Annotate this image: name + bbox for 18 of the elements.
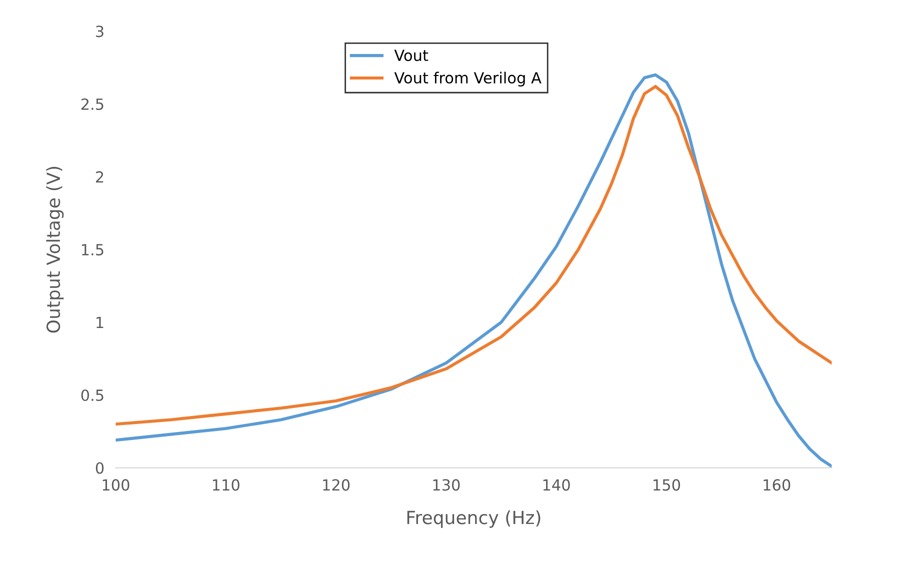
x-tick-label: 140 — [543, 479, 570, 491]
y-tick-label: 1 — [96, 316, 104, 328]
x-tick-label: 100 — [102, 479, 130, 491]
legend-label: Vout — [394, 50, 428, 62]
y-tick-label: 1.5 — [82, 244, 104, 256]
y-tick-label: 2 — [96, 171, 104, 183]
x-tick-label: 150 — [654, 479, 680, 491]
y-tick-label: 3 — [96, 26, 104, 38]
y-tick-label: 0 — [96, 462, 104, 474]
x-tick-label: 110 — [212, 479, 240, 491]
x-tick-label: 120 — [323, 479, 350, 491]
x-axis-title: Frequency (Hz) — [407, 510, 540, 528]
legend-label: Vout from Verilog A — [394, 72, 542, 87]
x-tick-label: 130 — [433, 479, 460, 491]
y-tick-label: 2.5 — [81, 98, 104, 110]
x-tick-label: 160 — [764, 479, 790, 491]
y-axis-title: Output Voltage (V) — [46, 166, 64, 333]
y-tick-label: 0.5 — [81, 389, 104, 402]
